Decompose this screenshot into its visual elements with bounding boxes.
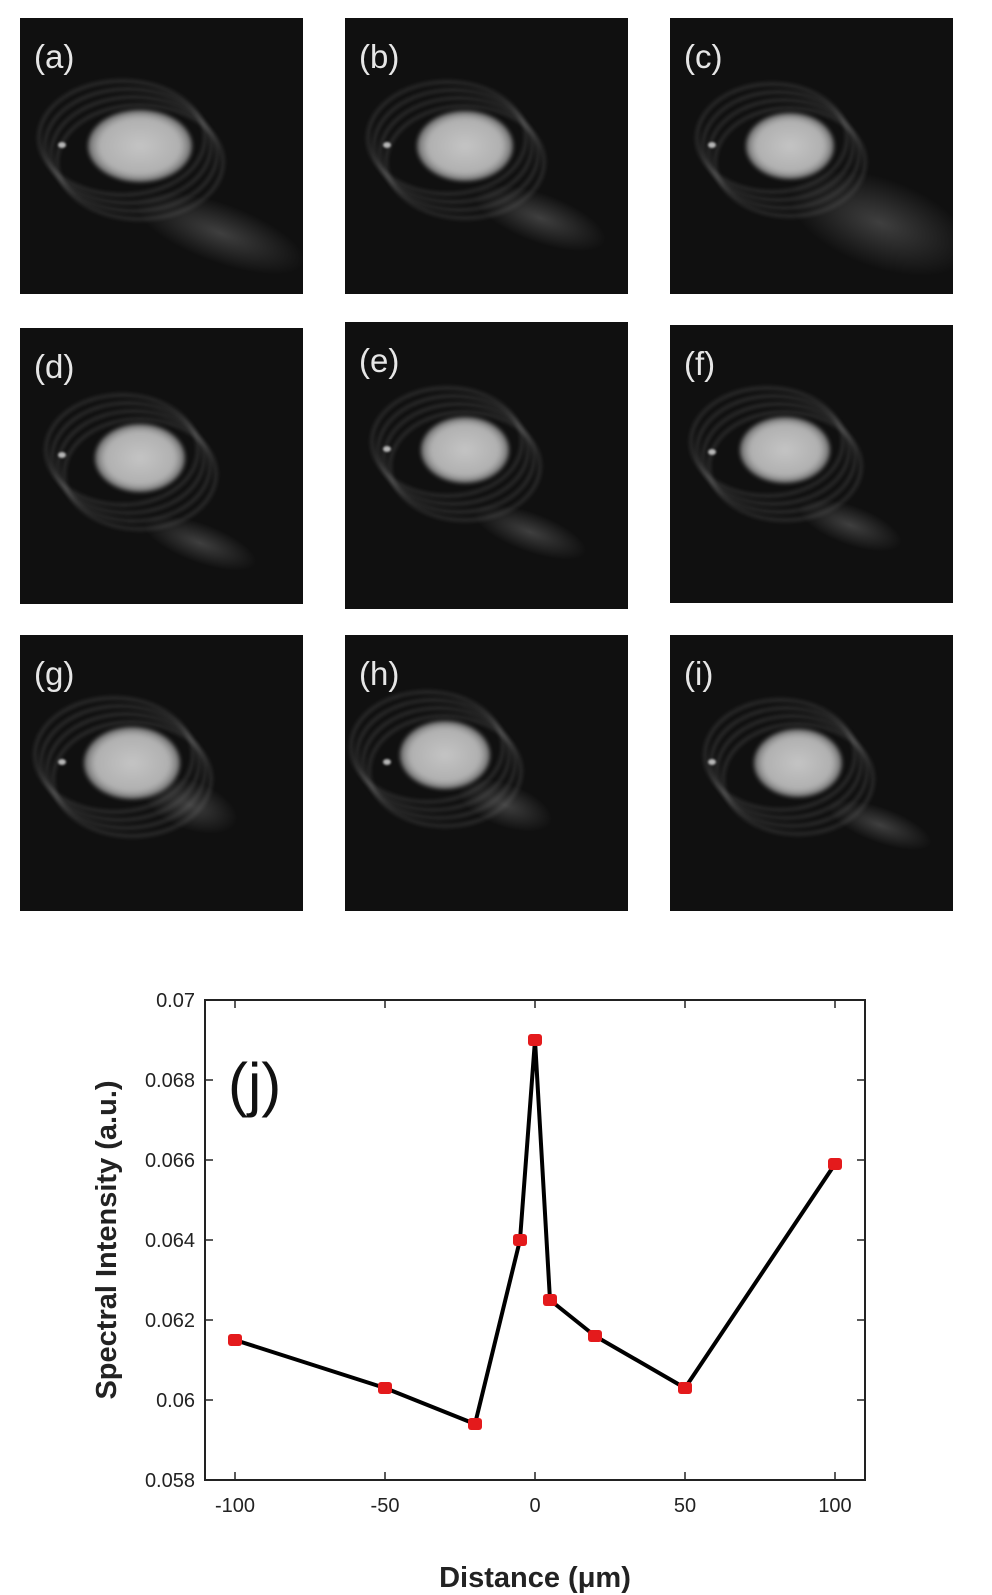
light-spot	[740, 417, 830, 483]
light-spot	[746, 113, 834, 179]
data-point	[228, 1334, 242, 1346]
diffraction-fringe	[52, 721, 212, 837]
light-spot	[84, 727, 180, 799]
image-panel: (h)	[345, 635, 628, 911]
y-tick-label: 0.06	[156, 1390, 195, 1412]
data-point	[543, 1294, 557, 1306]
diffraction-fringe	[385, 105, 545, 219]
panel-label: (b)	[359, 38, 400, 75]
light-spot	[421, 417, 509, 483]
data-point	[678, 1382, 692, 1394]
chart-markers	[228, 1034, 842, 1430]
reference-dot	[383, 142, 391, 148]
x-tick-label: 0	[529, 1495, 540, 1517]
panel-label: (i)	[684, 655, 714, 692]
reference-dot	[708, 449, 716, 455]
diffraction-fringe	[708, 411, 862, 521]
light-spot	[754, 729, 842, 797]
panel-label: (a)	[34, 38, 75, 75]
image-panel: (d)	[20, 328, 303, 604]
image-panel: (e)	[345, 322, 628, 609]
x-tick-label: -50	[371, 1495, 400, 1517]
reference-dot	[708, 759, 716, 765]
light-spot	[95, 424, 185, 492]
reference-dot	[58, 142, 66, 148]
scatter-glow	[465, 170, 615, 266]
y-tick-label: 0.058	[145, 1470, 195, 1492]
scatter-glow	[791, 487, 909, 563]
chart-axes: -100 -50 0 50 100 0.058 0.06 0.062 0.064 0.066 0.0…	[145, 990, 866, 1517]
panel-label: (g)	[34, 655, 75, 692]
data-point	[468, 1418, 482, 1430]
x-tick-label: 100	[818, 1495, 851, 1517]
data-point	[378, 1382, 392, 1394]
panel-label: (f)	[684, 345, 716, 382]
scatter-glow	[136, 503, 264, 583]
image-panel: (c)	[670, 18, 953, 294]
data-point	[588, 1330, 602, 1342]
reference-dot	[383, 446, 391, 452]
spectral-intensity-chart: -100 -50 0 50 100 0.058 0.06 0.062 0.064 0.066 0.0…	[91, 990, 866, 1594]
diffraction-fringe	[389, 411, 541, 521]
image-panel: (f)	[670, 325, 953, 603]
image-panel: (g)	[20, 635, 303, 911]
scatter-glow	[125, 174, 303, 292]
data-point	[828, 1158, 842, 1170]
data-point	[513, 1234, 527, 1246]
light-spot	[400, 721, 490, 789]
diffraction-fringe	[714, 107, 866, 217]
panel-label: (c)	[684, 38, 723, 75]
image-panel: (b)	[345, 18, 628, 294]
y-tick-label: 0.068	[145, 1070, 195, 1092]
scatter-glow	[466, 492, 594, 572]
x-tick-label: -100	[215, 1495, 255, 1517]
diffraction-fringe	[722, 723, 874, 835]
light-spot	[417, 111, 513, 181]
y-tick-label: 0.064	[145, 1230, 195, 1252]
diffraction-fringe	[56, 104, 224, 220]
diffraction-fringe	[63, 418, 217, 530]
plot-frame	[204, 999, 866, 1481]
y-tick-label: 0.062	[145, 1310, 195, 1332]
data-point	[528, 1034, 542, 1046]
light-spot	[88, 110, 192, 182]
panel-label: (e)	[359, 342, 400, 379]
reference-dot	[383, 759, 391, 765]
y-tick-label: 0.066	[145, 1150, 195, 1172]
y-axis-title: Spectral Intensity (a.u.)	[91, 1080, 123, 1399]
panel-label: (d)	[34, 348, 75, 385]
reference-dot	[58, 759, 66, 765]
reference-dot	[58, 452, 66, 458]
image-panel: (a)	[20, 18, 303, 294]
image-panel: (i)	[670, 635, 953, 911]
diffraction-fringe	[368, 715, 522, 827]
x-axis-title: Distance (μm)	[439, 1562, 631, 1594]
chart-panel-label: (j)	[228, 1051, 281, 1118]
reference-dot	[708, 142, 716, 148]
y-tick-label: 0.07	[156, 990, 195, 1012]
panel-label: (h)	[359, 655, 400, 692]
x-tick-label: 50	[674, 1495, 696, 1517]
